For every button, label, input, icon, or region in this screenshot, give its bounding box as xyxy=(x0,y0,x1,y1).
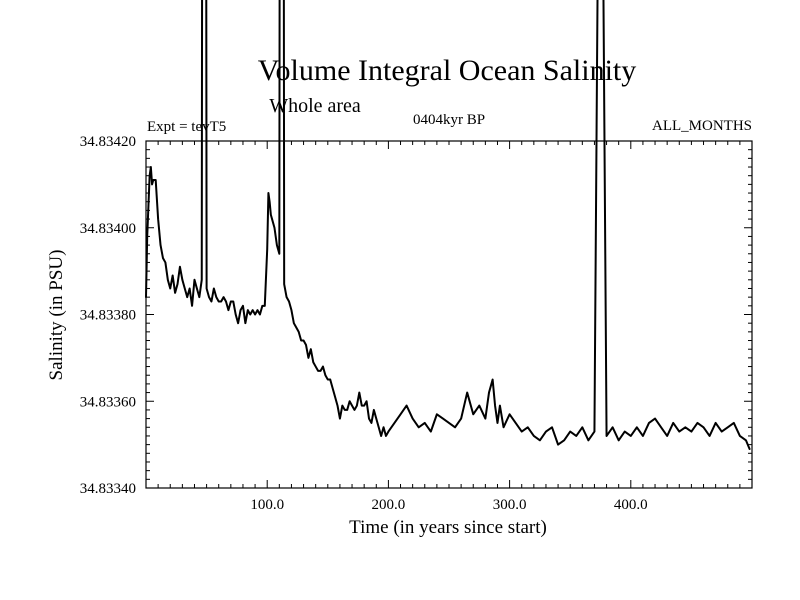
period-label: 0404kyr BP xyxy=(413,112,485,128)
x-tick-label: 200.0 xyxy=(372,497,406,513)
y-tick-marks xyxy=(146,149,752,480)
chart-subtitle: Whole area xyxy=(269,95,361,117)
x-axis-label: Time (in years since start) xyxy=(349,517,547,538)
experiment-label: Expt = tevT5 xyxy=(147,119,226,135)
y-tick-label: 34.83340 xyxy=(80,481,136,497)
x-tick-marks xyxy=(157,141,741,488)
y-tick-label: 34.83420 xyxy=(80,134,136,150)
chart-title: Volume Integral Ocean Salinity xyxy=(258,54,637,87)
y-tick-label: 34.83400 xyxy=(80,221,136,237)
x-tick-label: 100.0 xyxy=(250,497,284,513)
y-axis-label: Salinity (in PSU) xyxy=(46,250,67,381)
x-tick-label: 300.0 xyxy=(493,497,527,513)
y-tick-labels: 34.83340 34.83360 34.83380 34.83400 34.83420 xyxy=(80,134,136,497)
y-tick-label: 34.83380 xyxy=(80,308,136,324)
x-tick-label: 400.0 xyxy=(614,497,648,513)
y-tick-label: 34.83360 xyxy=(80,394,136,410)
months-label: ALL_MONTHS xyxy=(652,118,752,134)
plot-frame xyxy=(145,140,753,489)
x-tick-labels: 100.0 200.0 300.0 400.0 xyxy=(250,497,647,513)
salinity-series-line xyxy=(145,0,751,450)
